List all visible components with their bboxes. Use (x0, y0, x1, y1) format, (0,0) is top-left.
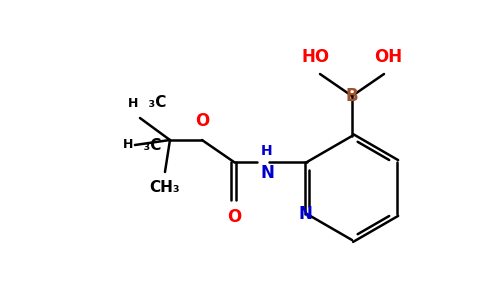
Text: B: B (346, 87, 358, 105)
Text: N: N (298, 205, 312, 223)
Text: OH: OH (374, 48, 402, 66)
Text: CH₃: CH₃ (150, 180, 180, 195)
Text: ₃C: ₃C (138, 95, 166, 110)
Text: O: O (227, 208, 241, 226)
Text: O: O (195, 112, 209, 130)
Text: ₃C: ₃C (133, 137, 161, 152)
Text: H: H (261, 144, 273, 158)
Text: HO: HO (302, 48, 330, 66)
Text: N: N (260, 164, 274, 182)
Text: H: H (122, 139, 133, 152)
Text: H: H (128, 97, 138, 110)
